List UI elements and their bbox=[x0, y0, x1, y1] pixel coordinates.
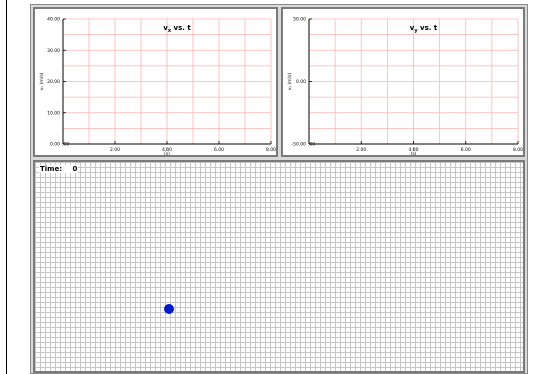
time-label: Time: bbox=[40, 165, 63, 173]
vx-vs-t-graph: 2.00 4.00 6.00 8.00 10.00 20.00 30.00 40.00 0.00… bbox=[39, 17, 276, 155]
x-tick-label: 2.00 bbox=[356, 147, 366, 153]
x-tick-label: 4.00 bbox=[162, 147, 172, 153]
graph-title-subscript: x bbox=[168, 28, 172, 34]
y-tick-label: 30.00 bbox=[47, 48, 60, 54]
y-origin-label: 0.00 bbox=[50, 142, 60, 148]
x-tick-label: 8.00 bbox=[266, 147, 276, 153]
graph-title-rest: vs. t bbox=[418, 24, 438, 32]
x-tick-label: 4.00 bbox=[408, 147, 418, 153]
graph-title-main: v bbox=[163, 24, 168, 32]
y-axis-label: vᵧ (m/s) bbox=[287, 72, 293, 90]
projectile-ball[interactable] bbox=[164, 304, 174, 314]
graph-title-subscript: y bbox=[414, 28, 418, 34]
x-tick-label: 6.00 bbox=[214, 147, 224, 153]
vx-vs-t-graph-panel: 2.00 4.00 6.00 8.00 10.00 20.00 30.00 40.00 0.00… bbox=[33, 7, 278, 157]
time-value: 0 bbox=[72, 165, 78, 173]
graph-title-main: v bbox=[410, 24, 415, 32]
graph-title-rest: vs. t bbox=[171, 24, 191, 32]
y-tick-label: 0.00 bbox=[296, 79, 306, 85]
left-edge-bar bbox=[0, 0, 7, 374]
x-axis-unit-label: (s) bbox=[164, 151, 170, 155]
y-tick-label: 10.00 bbox=[47, 110, 60, 116]
graph-title: vx vs. t bbox=[163, 24, 191, 34]
y-tick-label: 20.00 bbox=[47, 79, 60, 85]
y-tick-label: 50.00 bbox=[293, 17, 306, 23]
y-axis-label: vₓ (m/s) bbox=[39, 72, 45, 90]
x-tick-label: 6.00 bbox=[461, 147, 471, 153]
x-tick-label: 8.00 bbox=[513, 147, 523, 153]
x-axis-unit-label: (s) bbox=[411, 151, 417, 155]
graph-title: vy vs. t bbox=[410, 24, 438, 34]
time-readout: Time: 0 bbox=[39, 165, 79, 173]
x-origin-label: .00 bbox=[62, 142, 69, 148]
simulation-canvas[interactable]: Time: 0 bbox=[33, 160, 525, 373]
x-axis-label: t bbox=[413, 147, 415, 153]
y-tick-label: 40.00 bbox=[47, 17, 60, 23]
simulation-window: 2.00 4.00 6.00 8.00 10.00 20.00 30.00 40.00 0.00… bbox=[30, 4, 528, 374]
vy-vs-t-graph: 2.00 4.00 6.00 8.00 0.00 50.00 -50.00.00 vy vs.… bbox=[287, 17, 523, 155]
y-origin-label: -50.00 bbox=[291, 142, 306, 148]
x-tick-label: 2.00 bbox=[110, 147, 120, 153]
x-axis-label: t bbox=[166, 147, 168, 153]
vy-vs-t-graph-panel: 2.00 4.00 6.00 8.00 0.00 50.00 -50.00.00 vy vs.… bbox=[281, 7, 525, 157]
x-origin-label: .00 bbox=[308, 142, 315, 148]
